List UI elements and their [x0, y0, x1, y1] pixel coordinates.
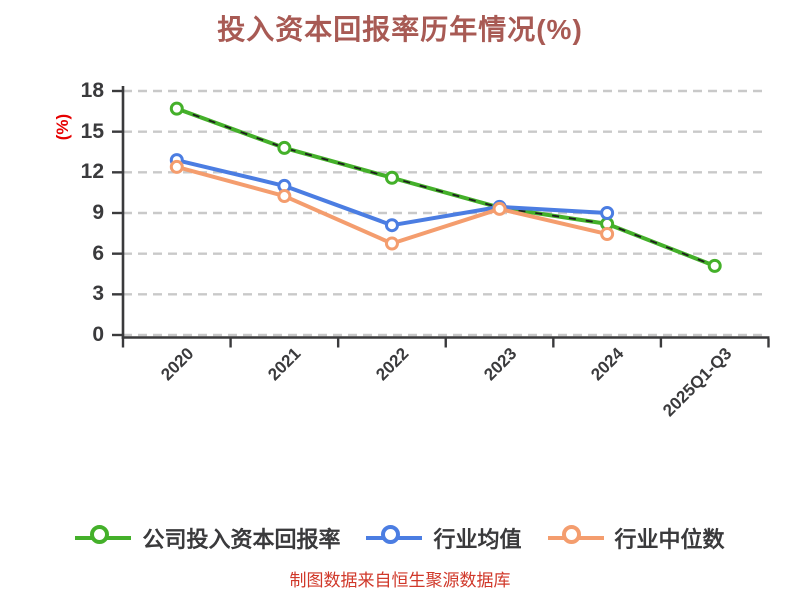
legend-label: 公司投入资本回报率: [142, 527, 341, 552]
y-tick-label: 6: [92, 241, 104, 265]
y-tick-label: 9: [92, 201, 104, 224]
legend-item: 行业中位数: [547, 522, 725, 554]
data-point-marker: [169, 101, 184, 116]
y-tick-label: 12: [80, 160, 104, 184]
data-point-marker: [169, 159, 184, 174]
data-point-marker: [384, 236, 399, 251]
data-point-marker: [277, 140, 292, 155]
data-point-marker: [277, 189, 292, 204]
data-point-marker: [384, 170, 399, 185]
y-tick-label: 0: [92, 323, 104, 346]
legend-marker-circle: [380, 524, 400, 544]
legend-item: 公司投入资本回报率: [75, 522, 340, 554]
data-source-note: 制图数据来自恒生聚源数据库: [289, 571, 511, 590]
data-point-marker: [600, 206, 615, 220]
data-point-marker: [600, 227, 615, 242]
legend-item: 行业均值: [366, 522, 522, 554]
legend-line-marker-icon: [75, 524, 132, 552]
legend-marker-circle: [562, 524, 581, 544]
legend-label: 行业均值: [433, 527, 522, 552]
legend-line-marker-icon: [547, 524, 604, 552]
chart-title: 投入资本回报率历年情况(%): [217, 14, 583, 45]
data-point-marker: [707, 258, 722, 273]
legend-marker-circle: [89, 524, 109, 544]
y-tick-label: 3: [92, 282, 104, 306]
series-dash-overlay: [176, 107, 716, 267]
legend-label: 行业中位数: [614, 527, 725, 552]
legend-line-marker-icon: [366, 524, 423, 552]
y-tick-label: 18: [80, 79, 104, 102]
data-point-marker: [384, 218, 399, 233]
y-tick-label: 15: [80, 119, 104, 143]
legend: 公司投入资本回报率 行业均值 行业中位数: [0, 521, 800, 555]
data-point-marker: [492, 201, 507, 216]
